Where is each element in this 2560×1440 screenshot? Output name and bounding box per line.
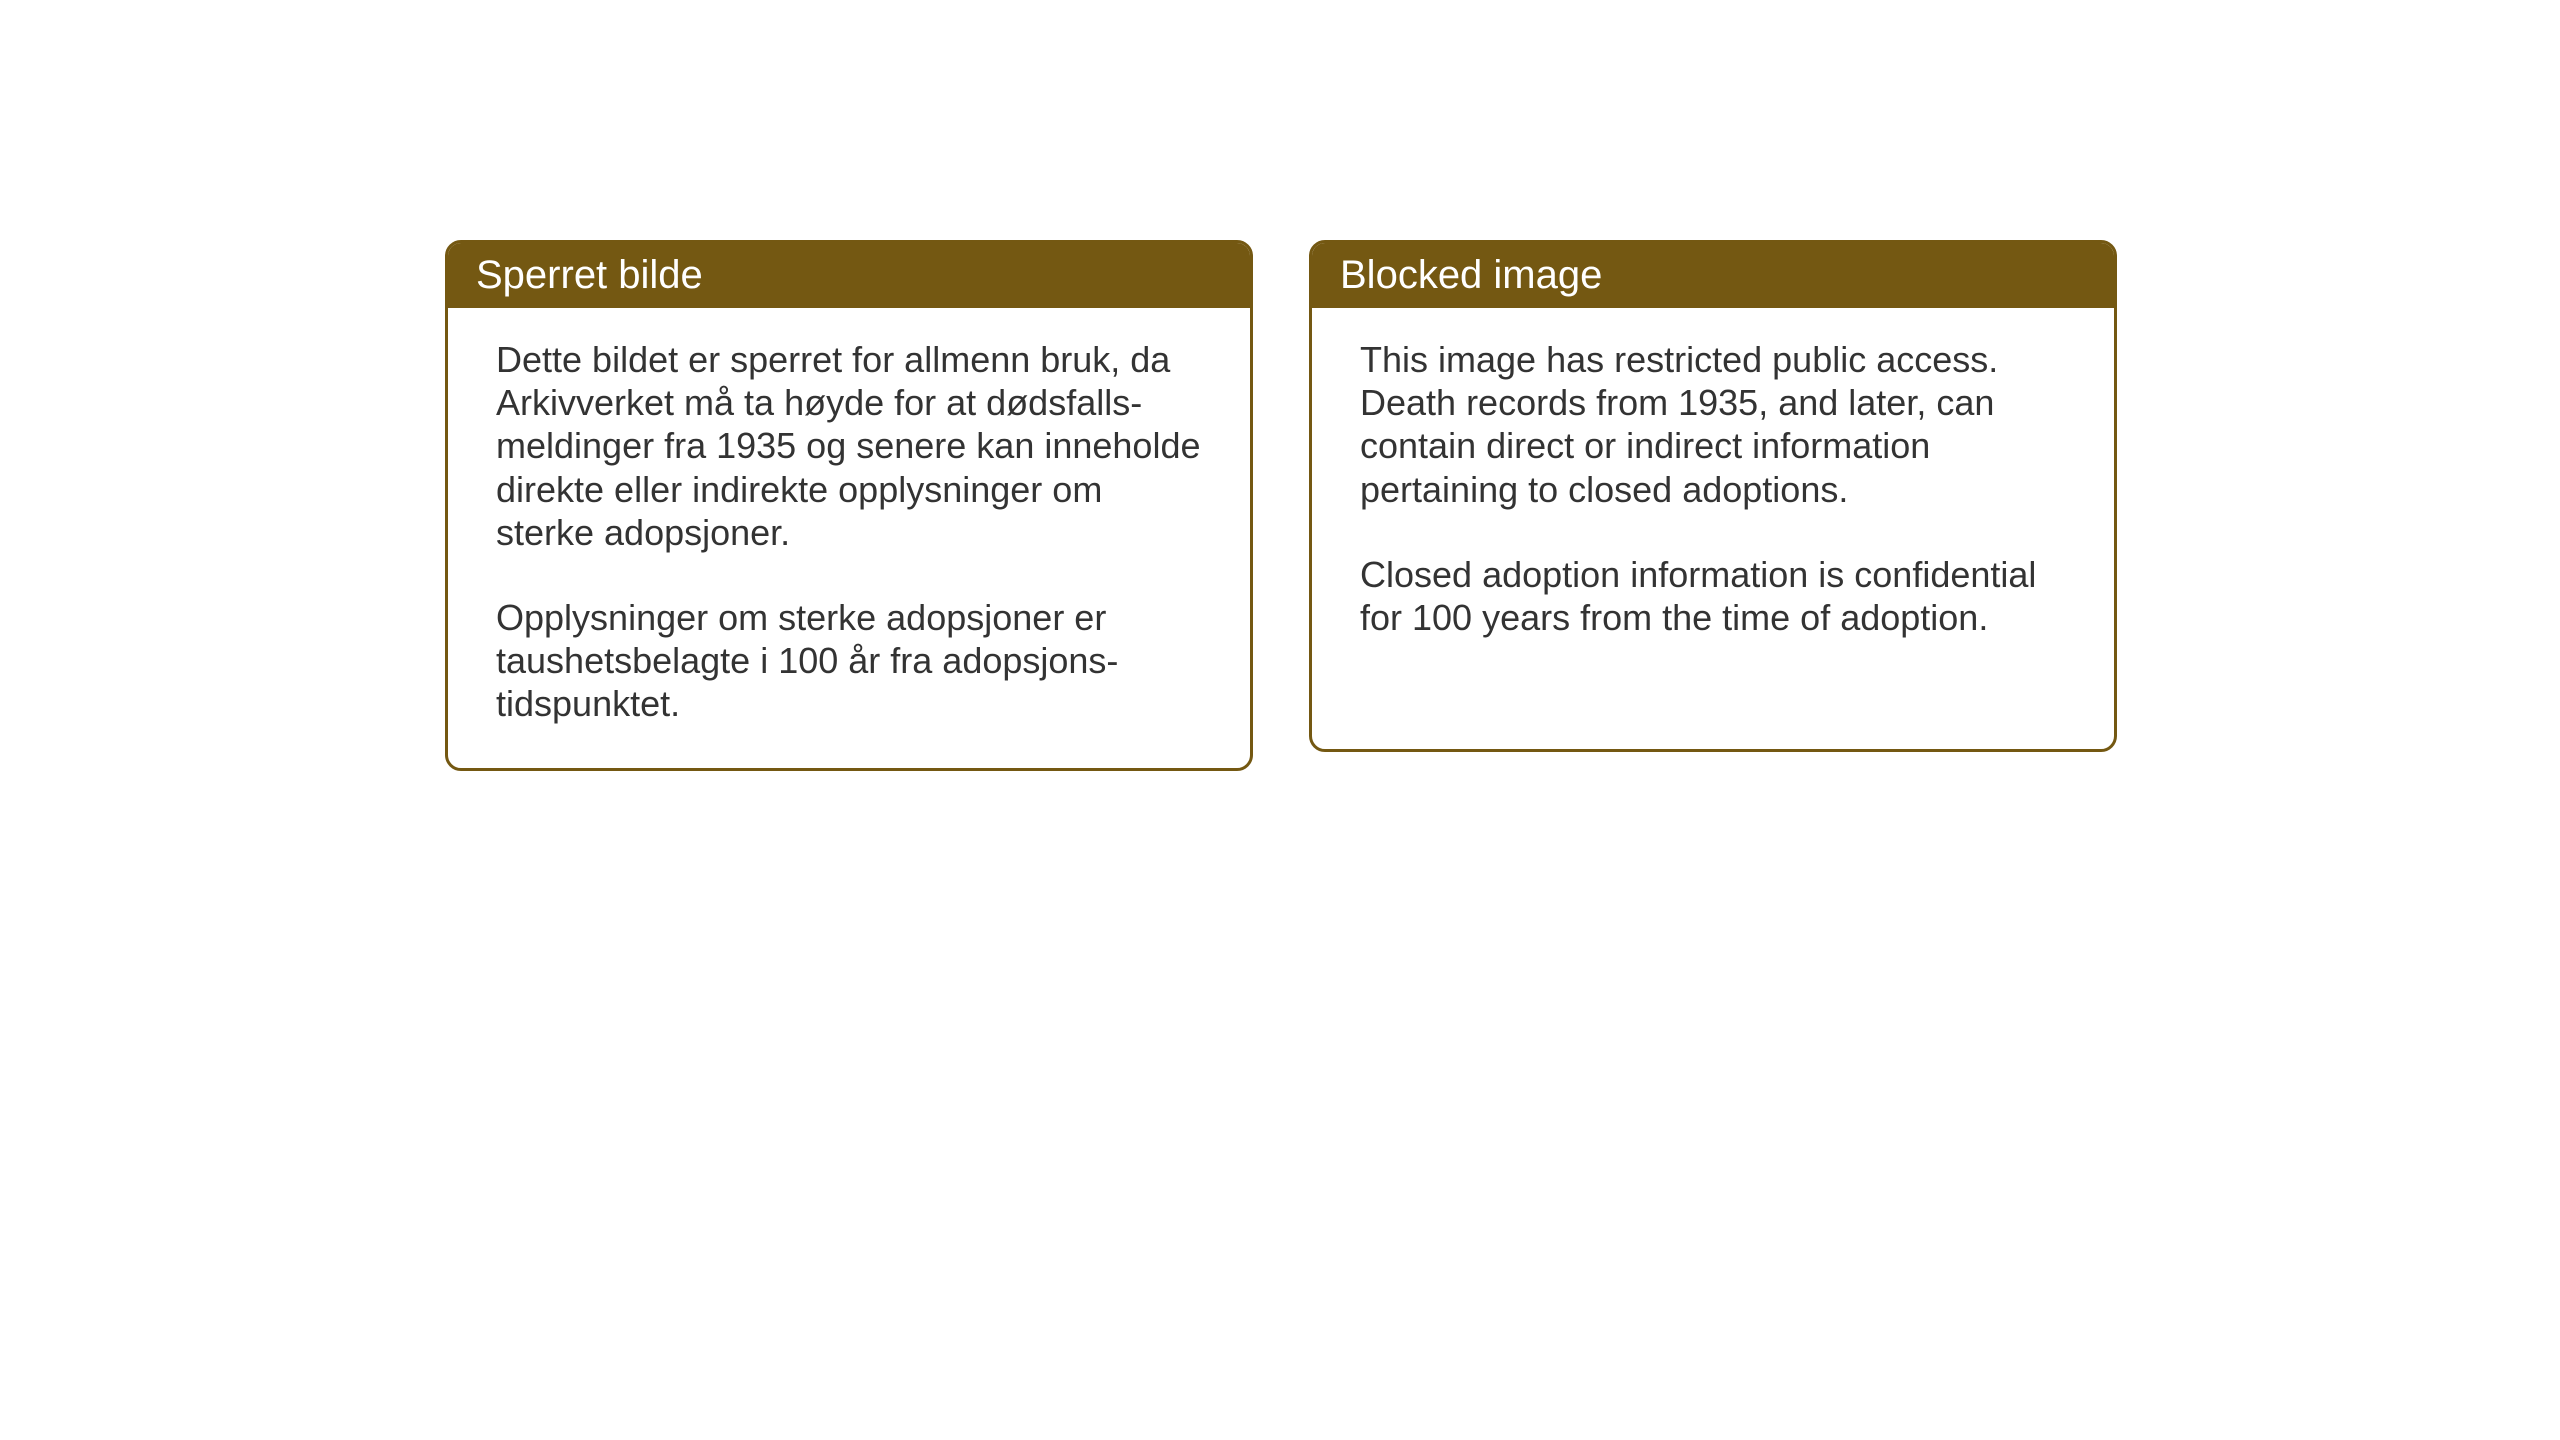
card-norwegian-body: Dette bildet er sperret for allmenn bruk… [448,308,1250,768]
card-english-body: This image has restricted public access.… [1312,308,2114,681]
card-english-title: Blocked image [1340,253,1602,297]
card-norwegian: Sperret bilde Dette bildet er sperret fo… [445,240,1253,771]
card-norwegian-paragraph-1: Dette bildet er sperret for allmenn bruk… [496,338,1202,554]
card-english: Blocked image This image has restricted … [1309,240,2117,752]
card-norwegian-header: Sperret bilde [448,243,1250,308]
card-norwegian-paragraph-2: Opplysninger om sterke adopsjoner er tau… [496,596,1202,726]
card-english-paragraph-1: This image has restricted public access.… [1360,338,2066,511]
cards-container: Sperret bilde Dette bildet er sperret fo… [445,240,2117,771]
card-english-paragraph-2: Closed adoption information is confident… [1360,553,2066,639]
card-norwegian-title: Sperret bilde [476,253,703,297]
card-english-header: Blocked image [1312,243,2114,308]
